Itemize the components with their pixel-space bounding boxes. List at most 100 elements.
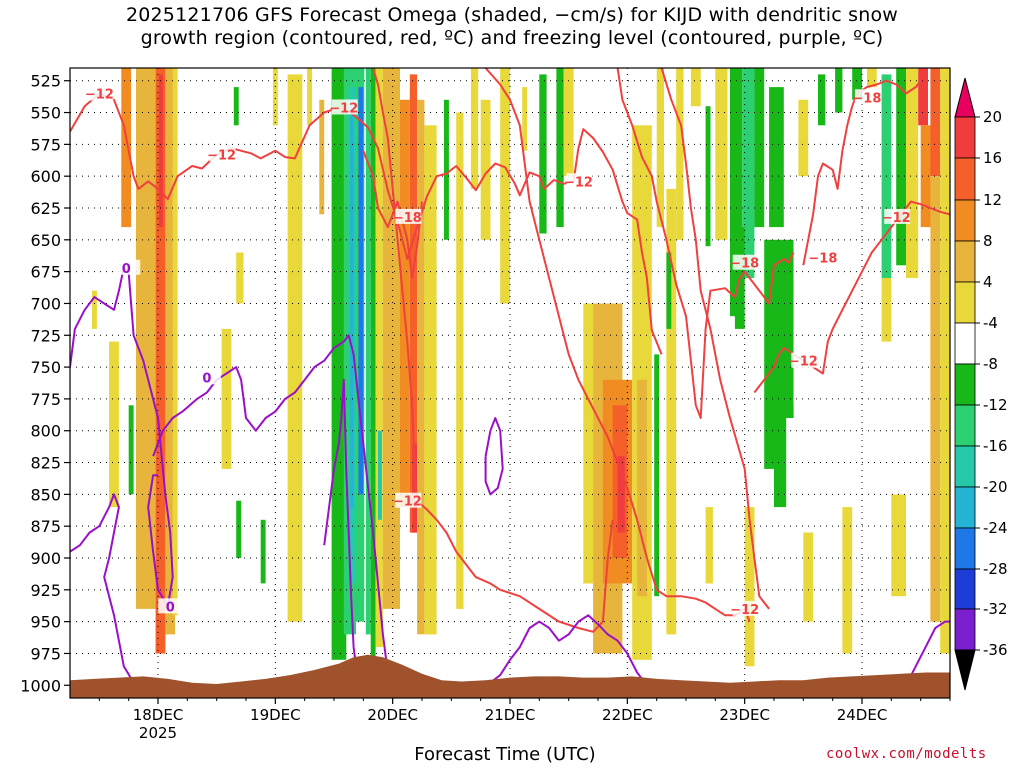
contour-label-bg-1-0 [395, 492, 422, 508]
y-tick-label-675: 675 [30, 263, 61, 282]
contour-label-bg-0-0 [87, 85, 114, 101]
colorbar-label-0: 20 [983, 108, 1002, 126]
freezing-contour-10 [152, 334, 389, 673]
x-tick-label-22DEC: 22DEC [602, 706, 653, 724]
omega-band-60 [793, 68, 804, 406]
y-tick-label-800: 800 [30, 422, 61, 441]
omega-band-38 [563, 68, 574, 177]
contour-label-1-0: −12 [393, 495, 422, 510]
omega-band-80 [654, 354, 660, 597]
omega-band-67 [881, 278, 892, 342]
omega-band-79 [705, 507, 713, 584]
contour-label-bg-10-0 [194, 369, 221, 385]
y-tick-label-700: 700 [30, 294, 61, 313]
colorbar-swatch-2 [954, 199, 976, 242]
colorbar-bottom-arrow [954, 649, 976, 691]
colorbar-label-2: 12 [983, 191, 1002, 209]
colorbar-label-9: -20 [983, 478, 1008, 496]
contour-label-bg-3-0 [395, 208, 422, 224]
omega-band-0 [121, 68, 132, 228]
colorbar-legend: 20 16 12 8 4 -4 -8 -12 -16 -20 -24 -28 -32 -36 [954, 77, 1008, 691]
omega-band-2 [155, 68, 166, 654]
dgz-contour-6 [753, 200, 950, 394]
omega-band-72 [930, 68, 941, 177]
colorbar-swatch-4 [954, 281, 976, 324]
omega-band-83 [236, 252, 244, 304]
dgz-contour-0 [70, 92, 663, 355]
omega-band-9 [272, 68, 278, 126]
contour-label-10-0: 0 [202, 371, 211, 386]
omega-shading-layer [92, 68, 950, 667]
omega-band-31 [456, 112, 464, 609]
y-tick-label-775: 775 [30, 390, 61, 409]
omega-band-70 [918, 68, 928, 126]
x-axis-label: Forecast Time (UTC) [414, 744, 596, 765]
colorbar-label-5: -4 [983, 314, 998, 332]
contour-label-bg-6-0 [791, 352, 818, 368]
colorbar-label-10: -24 [983, 519, 1008, 537]
credit-text: coolwx.com/modelts [826, 746, 987, 762]
omega-band-87 [128, 405, 134, 495]
contour-label-0-1: −12 [207, 149, 236, 164]
contour-label-bg-8-0 [114, 259, 141, 275]
colorbar-label-4: 4 [983, 273, 993, 291]
contour-label-bg-0-1 [209, 146, 236, 162]
omega-band-32 [470, 68, 479, 189]
y-tick-label-550: 550 [30, 104, 61, 123]
omega-band-65 [866, 68, 877, 88]
dgz-contour-3 [362, 150, 423, 279]
omega-band-11 [307, 68, 312, 126]
contour-label-bg-2-0 [732, 600, 759, 616]
omega-band-75 [891, 494, 906, 597]
omega-band-48 [676, 68, 684, 240]
colorbar-top-arrow [954, 77, 976, 118]
chart-title-line1: 2025121706 GFS Forecast Omega (shaded, −… [125, 4, 899, 26]
omega-band-3 [159, 74, 163, 228]
omega-band-64 [852, 68, 862, 100]
y-tick-label-850: 850 [30, 485, 61, 504]
dgz-contour-2 [484, 68, 751, 622]
omega-band-22 [375, 68, 383, 648]
y-axis: 525 550 575 600 625 650 675 700 725 750 775 800 825 8… [20, 72, 70, 695]
contour-label-bg-7-0 [810, 249, 837, 265]
contour-label-bg-4-0 [732, 254, 759, 270]
colorbar-swatch-8 [954, 445, 976, 488]
omega-band-77 [803, 532, 814, 622]
omega-band-35 [522, 87, 528, 151]
y-tick-label-900: 900 [30, 549, 61, 568]
contour-label-6-1: −12 [882, 211, 911, 226]
omega-band-88 [177, 596, 188, 648]
omega-band-33 [480, 99, 491, 240]
contour-label-0-0: −12 [85, 87, 114, 102]
contour-label-bg-8-1 [158, 598, 185, 614]
freezing-contour-12 [484, 417, 504, 496]
dgz-contour-5 [660, 68, 770, 610]
colorbar-swatch-7 [954, 404, 976, 447]
omega-band-69 [906, 68, 919, 278]
y-tick-label-950: 950 [30, 613, 61, 632]
colorbar-label-6: -8 [983, 355, 998, 373]
y-tick-label-525: 525 [30, 72, 61, 91]
contour-label-bg-0-3 [566, 173, 593, 189]
omega-band-23 [378, 430, 382, 520]
omega-band-19 [358, 87, 364, 495]
omega-band-5 [172, 68, 178, 616]
omega-band-58 [774, 239, 787, 508]
colorbar-label-13: -36 [983, 641, 1008, 659]
x-tick-label-18DEC: 18DEC [133, 706, 184, 724]
colorbar-label-12: -32 [983, 600, 1008, 618]
y-tick-label-650: 650 [30, 231, 61, 250]
colorbar-swatch-10 [954, 527, 976, 570]
omega-band-45 [637, 379, 647, 597]
contour-label-3-0: −18 [393, 211, 422, 226]
contour-label-4-0: −18 [730, 257, 759, 272]
colorbar-swatch-1 [954, 157, 976, 201]
x-tick-label-24DEC: 24DEC [837, 706, 888, 724]
omega-band-71 [920, 125, 931, 228]
omega-band-59 [783, 239, 794, 418]
contour-label-bg-6-1 [884, 208, 911, 224]
omega-band-7 [241, 150, 244, 253]
dgz-contour-7 [802, 73, 927, 266]
